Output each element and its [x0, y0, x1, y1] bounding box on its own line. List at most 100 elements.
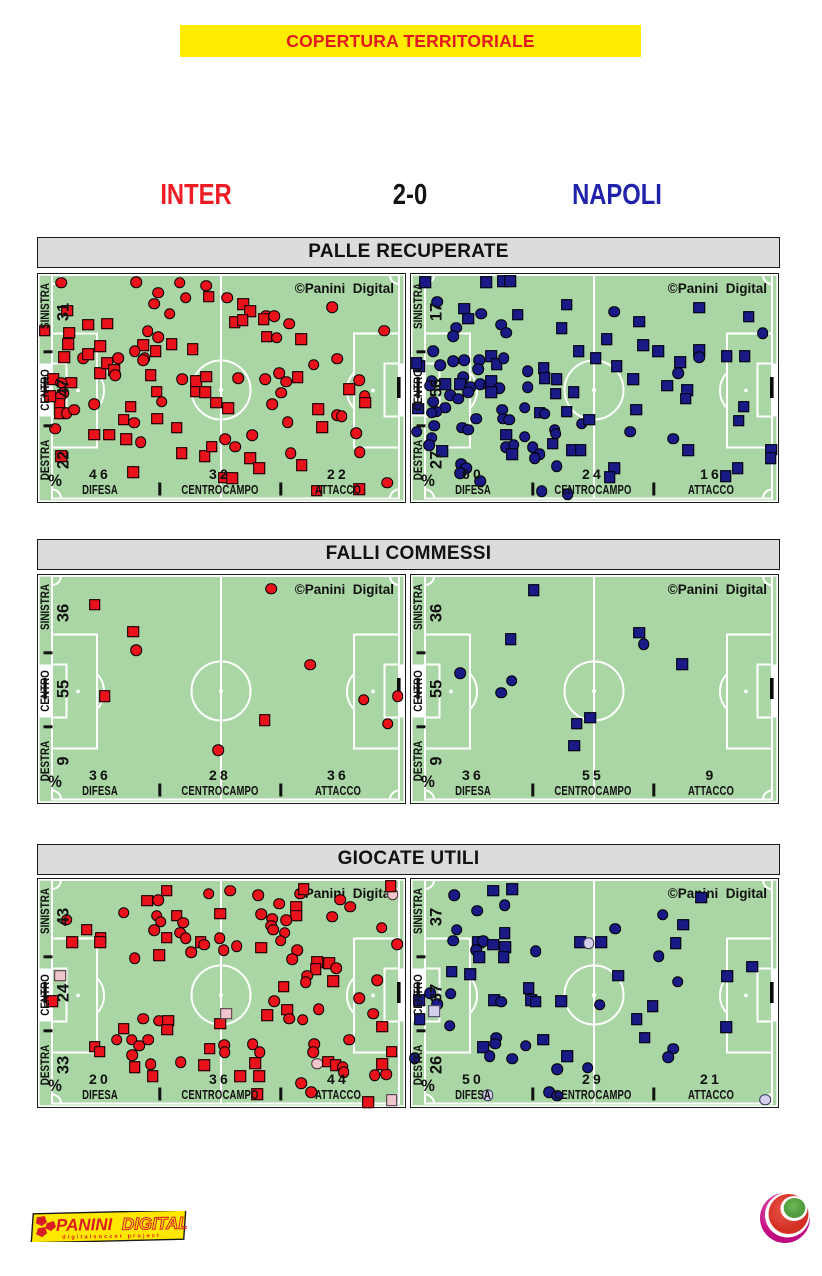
bottom-zone-percent: 32 — [209, 465, 231, 482]
marker-circle — [129, 952, 141, 965]
panini-digital-logo: PANINI DIGITAL digitalsoccer project — [30, 1209, 189, 1244]
marker-circle — [212, 744, 224, 757]
bottom-zone-percent: 60 — [462, 465, 484, 482]
page-title: COPERTURA TERRITORIALE — [286, 30, 535, 51]
marker-circle — [230, 940, 243, 953]
marker-circle — [163, 307, 176, 320]
side-zone-tick — [416, 651, 425, 655]
side-zone-label: CENTRO — [411, 368, 425, 411]
marker-square — [165, 338, 178, 351]
marker-circle — [672, 975, 684, 988]
marker-circle — [217, 944, 230, 957]
marker-square — [550, 373, 563, 385]
marker-circle — [296, 1014, 309, 1026]
marker-square — [278, 981, 290, 993]
marker-square — [746, 960, 759, 973]
marker-circle — [281, 416, 294, 429]
marker-square — [295, 333, 307, 345]
marker-circle — [450, 923, 463, 936]
marker-square — [600, 333, 613, 346]
marker-circle — [538, 407, 551, 420]
marker-circle — [267, 923, 280, 936]
marker-circle — [137, 354, 149, 366]
marker-square — [523, 982, 535, 994]
bottom-zone-percent: 22 — [327, 465, 349, 482]
marker-circle — [221, 292, 234, 304]
marker-circle — [672, 367, 684, 379]
marker-circle — [275, 386, 288, 399]
marker-square — [419, 276, 432, 288]
marker-circle — [152, 894, 165, 907]
percent-sign: % — [48, 1075, 62, 1095]
marker-square-pale — [428, 1005, 440, 1017]
marker-circle — [443, 1019, 456, 1032]
marker-circle — [434, 359, 447, 371]
marker-square — [203, 1042, 216, 1055]
marker-circle — [358, 694, 370, 706]
side-zone-percent: 43 — [54, 907, 73, 926]
marker-circle — [452, 393, 465, 405]
side-zone-tick — [416, 350, 425, 354]
marker-circle — [334, 893, 346, 906]
marker-circle — [521, 365, 534, 377]
percent-sign: % — [48, 470, 62, 490]
marker-square — [376, 1020, 389, 1033]
marker-circle — [125, 1033, 138, 1046]
marker-circle — [152, 331, 164, 344]
home-team-name: INTER — [160, 179, 232, 211]
marker-square — [150, 385, 163, 398]
panini-ball-icon — [759, 1189, 813, 1252]
marker-circle — [470, 412, 483, 425]
marker-square — [327, 975, 340, 987]
marker-square — [101, 357, 113, 369]
title-banner: COPERTURA TERRITORIALE — [180, 25, 641, 57]
marker-square — [244, 305, 257, 317]
marker-square — [214, 907, 227, 920]
marker-circle — [391, 938, 403, 950]
marker-square — [633, 315, 646, 328]
side-zone-tick — [43, 651, 52, 655]
marker-square — [680, 393, 692, 405]
marker-square — [695, 892, 707, 904]
marker-circle — [304, 658, 317, 671]
bottom-zone-percent: 16 — [700, 465, 722, 482]
marker-square — [589, 352, 602, 365]
marker-square — [546, 437, 559, 450]
marker-circle — [521, 381, 534, 393]
side-zone-percent: 36 — [54, 603, 73, 622]
marker-circle — [424, 380, 437, 392]
copyright-watermark: ©Panini Digital — [294, 581, 394, 597]
marker-circle — [305, 1086, 317, 1098]
side-zone-percent: 55 — [427, 679, 446, 698]
marker-circle — [219, 1046, 231, 1059]
marker-square — [633, 627, 646, 639]
marker-circle-pale — [582, 937, 595, 950]
marker-circle — [425, 407, 438, 419]
marker-circle — [472, 363, 484, 376]
marker-square — [720, 1021, 733, 1034]
marker-square — [290, 909, 303, 922]
marker-square-pale — [220, 1007, 233, 1020]
marker-square — [292, 371, 304, 384]
marker-circle — [142, 1033, 155, 1046]
marker-square — [506, 448, 518, 461]
marker-circle — [274, 934, 287, 947]
marker-square — [742, 310, 755, 323]
marker-circle — [268, 995, 281, 1007]
side-zone-label: SINISTRA — [411, 887, 425, 934]
marker-circle — [133, 1039, 146, 1052]
marker-circle — [489, 1037, 501, 1050]
marker-square — [732, 414, 745, 427]
marker-circle — [498, 899, 511, 911]
marker-circle — [202, 887, 215, 900]
marker-circle — [155, 396, 168, 408]
side-zone-tick — [43, 724, 52, 729]
marker-square — [669, 937, 682, 950]
marker-square — [480, 276, 493, 288]
marker-square — [506, 883, 519, 895]
marker-circle — [307, 1046, 320, 1059]
marker-circle — [368, 1069, 381, 1082]
bottom-zone-tick — [158, 783, 162, 796]
bottom-zone-label: CENTROCAMPO — [554, 482, 632, 497]
copyright-watermark: ©Panini Digital — [667, 885, 767, 901]
